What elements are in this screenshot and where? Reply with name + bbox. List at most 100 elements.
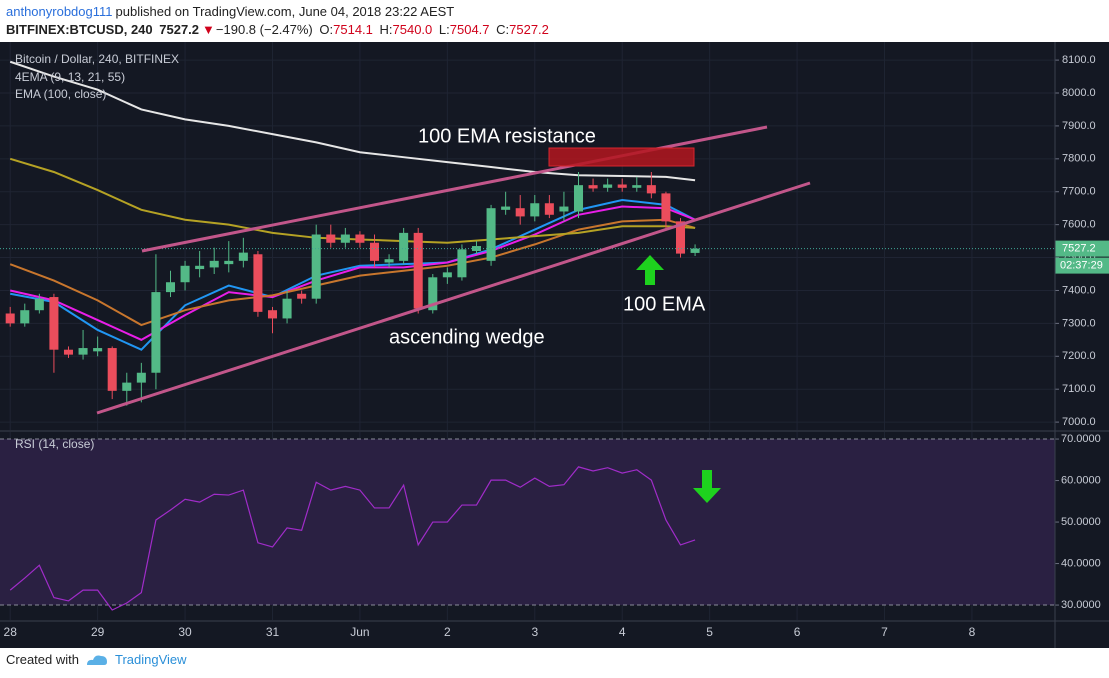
candle-body	[530, 203, 540, 217]
last-price: 7527.2	[159, 22, 200, 37]
change: −190.8 (−2.47%)	[215, 22, 313, 37]
y-tick-label: 7800.0	[1062, 153, 1096, 165]
pane-title: RSI (14, close)	[15, 437, 94, 451]
candle-body	[559, 206, 569, 212]
annotation: 100 EMA resistance	[418, 125, 596, 147]
x-tick-label: 4	[619, 625, 626, 639]
indicator-line	[9, 205, 696, 341]
footer-text: Created with	[6, 652, 79, 667]
candle-body	[340, 234, 350, 243]
y-tick-label: 7000.0	[1062, 416, 1096, 428]
brand-link[interactable]: TradingView	[114, 652, 187, 667]
x-tick-label: 8	[969, 625, 976, 639]
candle-body	[122, 382, 132, 391]
chart: 28 29 30 31 Jun 2 3 4 5 6 7 8 7000.0 7100.0 7200.0 7300…	[0, 42, 1109, 648]
change-arrow: ▼	[202, 22, 215, 37]
ohlc-value: 7504.7	[449, 22, 490, 37]
y-tick-label: 7500.0	[1062, 251, 1096, 263]
y-tick-label: 7400.0	[1062, 284, 1096, 296]
candle-body	[107, 348, 117, 391]
x-tick-label: Jun	[350, 625, 369, 639]
layers: 28 29 30 31 Jun 2 3 4 5 6 7 8 7000.0 7100.0 7200.0 7300…	[0, 42, 1109, 639]
candle-body	[224, 260, 234, 265]
indicator-label: EMA (100, close)	[15, 87, 106, 101]
candle-body	[632, 185, 642, 188]
ohlc-value: 7514.1	[333, 22, 373, 37]
last-price-label: 7527.2	[1062, 243, 1096, 255]
symbol: BITFINEX:BTCUSD, 240	[6, 22, 153, 37]
candle-body	[165, 282, 176, 293]
candle-body	[195, 265, 205, 270]
logo	[86, 655, 107, 665]
candle-body	[675, 221, 686, 254]
candle-body	[603, 184, 613, 188]
arrow-down	[693, 470, 721, 503]
y-tick-label: 70.0000	[1061, 433, 1101, 445]
candle-body	[253, 254, 263, 312]
x-tick-label: 2	[444, 625, 451, 639]
candle-body	[49, 297, 59, 350]
candle-body	[93, 348, 103, 352]
y-tick-label: 7100.0	[1062, 383, 1096, 395]
candle-body	[34, 298, 44, 311]
candle-body	[5, 313, 15, 324]
y-tick-label: 7900.0	[1062, 120, 1096, 132]
y-tick-label: 8100.0	[1062, 54, 1096, 66]
ohlc-label: C:	[496, 22, 510, 37]
candle-body	[282, 298, 292, 319]
candle-body	[209, 260, 219, 268]
author-link[interactable]: anthonyrobdog111	[6, 4, 113, 19]
footer: Created with TradingView	[6, 652, 187, 667]
candle-body	[136, 372, 146, 383]
x-tick-label: 5	[706, 625, 713, 639]
countdown-box	[1055, 257, 1109, 274]
candle-body	[238, 252, 248, 261]
candle-body	[617, 184, 627, 188]
x-tick-label: 28	[4, 625, 18, 639]
publish-line: anthonyrobdog111 published on TradingView…	[6, 4, 457, 19]
rsi-band	[0, 439, 1055, 606]
candle-body	[661, 193, 671, 222]
x-tick-label: 31	[266, 625, 280, 639]
ohlc-label: O:	[319, 22, 334, 37]
candle-body	[20, 310, 30, 324]
candle-body	[78, 348, 88, 355]
candle-body	[428, 277, 438, 311]
candle-body	[399, 232, 409, 261]
x-tick-label: 3	[531, 625, 538, 639]
candle-body	[457, 249, 467, 278]
candle-body	[573, 185, 584, 212]
candle-body	[355, 234, 365, 243]
ohlc-label: H:	[379, 22, 393, 37]
candle-body	[471, 246, 482, 251]
candle-body	[311, 234, 321, 299]
y-tick-label: 60.0000	[1061, 474, 1101, 486]
y-tick-label: 7600.0	[1062, 219, 1096, 231]
candle-body	[413, 232, 423, 309]
x-tick-label: 29	[91, 625, 105, 639]
x-tick-label: 6	[794, 625, 801, 639]
candle-body	[646, 185, 656, 194]
arrow-up	[636, 255, 664, 285]
candle-body	[384, 259, 394, 263]
candle-body	[267, 310, 278, 319]
y-tick-label: 7700.0	[1062, 186, 1096, 198]
y-tick-label: 50.0000	[1061, 516, 1101, 528]
resistance-zone	[548, 147, 695, 167]
candle-body	[369, 242, 380, 261]
rsi-line	[9, 466, 696, 611]
y-tick-label: 7200.0	[1062, 350, 1096, 362]
x-tick-label: 7	[881, 625, 888, 639]
candle-body	[544, 203, 554, 215]
indicator-line	[9, 218, 696, 327]
y-tick-label: 30.0000	[1061, 599, 1101, 611]
candle-body	[63, 349, 74, 355]
candle-body	[151, 292, 161, 373]
annotation: 100 EMA	[623, 293, 706, 315]
last-price-box	[1055, 240, 1109, 257]
candle-body	[442, 272, 452, 278]
y-tick-label: 40.0000	[1061, 557, 1101, 569]
candle-body	[486, 208, 496, 261]
wedge-lower-line	[96, 181, 811, 415]
